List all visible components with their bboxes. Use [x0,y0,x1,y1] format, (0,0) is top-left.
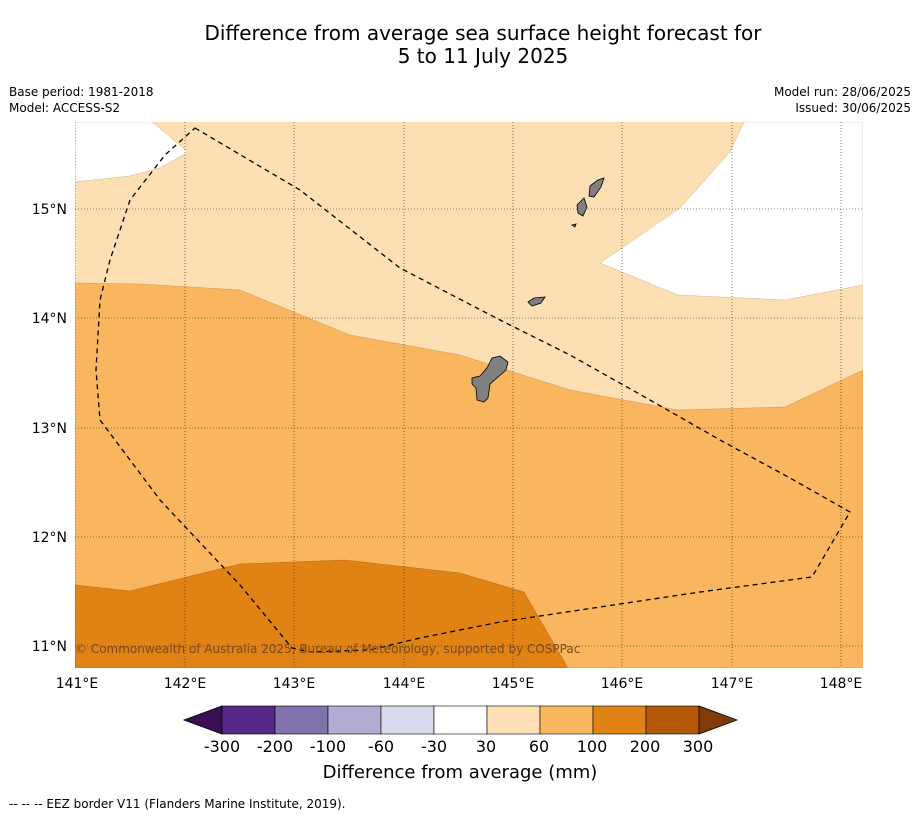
eez-border [95,127,851,653]
lon-label: 145°E [492,676,535,692]
meta-left: Base period: 1981-2018 Model: ACCESS-S2 [9,84,154,116]
guam-island [471,355,509,403]
title-line-2: 5 to 11 July 2025 [397,44,569,68]
lat-label: 11°N [32,639,67,655]
colorbar-extend-high [698,705,739,735]
lat-label: 12°N [32,530,67,546]
colorbar-tick-label: -200 [256,737,294,756]
colorbar-tick-label: 300 [682,737,714,756]
colorbar-swatch [274,705,329,735]
lat-label: 14°N [32,311,67,327]
model-name: Model: ACCESS-S2 [9,101,121,115]
colorbar [182,705,739,735]
colorbar-tick-label: -30 [420,737,448,756]
aguijan-island [571,223,577,228]
model-run: Model run: 28/06/2025 [773,85,911,99]
lon-label: 146°E [601,676,644,692]
lon-label: 147°E [711,676,754,692]
colorbar-tick-label: 100 [576,737,608,756]
lon-label: 142°E [164,676,207,692]
saipan-island [588,177,605,198]
lon-label: 143°E [273,676,316,692]
latitude-labels: 15°N 14°N 13°N 12°N 11°N [32,202,67,655]
tinian-island [576,197,588,217]
colorbar-title: Difference from average (mm) [322,762,598,783]
colorbar-swatch [221,705,276,735]
lon-label: 144°E [383,676,426,692]
colorbar-tick-label: -100 [309,737,347,756]
lat-label: 15°N [32,202,67,218]
lon-label: 148°E [820,676,863,692]
colorbar-tick-label: 60 [528,737,550,756]
lat-label: 13°N [32,421,67,437]
rota-island [527,296,546,307]
map-title: Difference from average sea surface heig… [0,22,919,68]
colorbar-swatch [327,705,382,735]
anomaly-band-neutral-nw [75,122,189,183]
copyright-text: © Commonwealth of Australia 2025, Bureau… [75,642,580,656]
anomaly-band-100-200 [75,559,569,668]
colorbar-swatch [592,705,647,735]
colorbar-swatch [486,705,541,735]
colorbar-tick-label: -300 [203,737,241,756]
longitude-labels: 141°E 142°E 143°E 144°E 145°E 146°E 147°… [56,676,863,692]
eez-footnote: -- -- -- EEZ border V11 (Flanders Marine… [9,797,346,811]
base-period: Base period: 1981-2018 [9,85,154,99]
land-masses [471,177,605,403]
meta-right: Model run: 28/06/2025 Issued: 30/06/2025 [774,84,911,116]
colorbar-swatch [645,705,700,735]
lon-label: 141°E [56,676,99,692]
colorbar-swatch [380,705,435,735]
colorbar-tick-label: 200 [629,737,661,756]
gridlines [75,122,863,668]
colorbar-extend-low [182,705,223,735]
title-line-1: Difference from average sea surface heig… [204,21,762,45]
map-plot-area [75,122,863,668]
issued-date: Issued: 30/06/2025 [795,101,911,115]
colorbar-swatch [539,705,594,735]
colorbar-tick-label: -60 [367,737,395,756]
colorbar-tick-label: 30 [475,737,497,756]
colorbar-swatch [433,705,488,735]
anomaly-band-neutral-ne [599,122,863,301]
